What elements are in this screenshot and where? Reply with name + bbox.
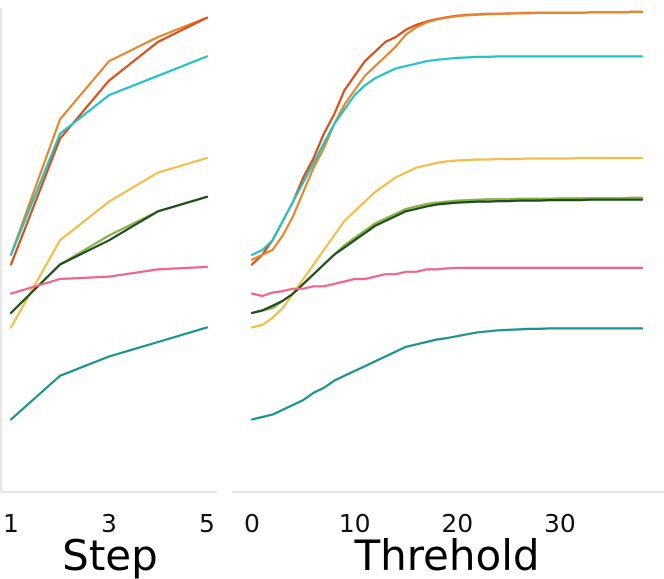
step-xtick-label: 5 (199, 509, 215, 538)
step-series-line-4 (9, 156, 209, 329)
step-series-group (9, 16, 209, 421)
step-panel: 1 3 5 Step (0, 8, 217, 579)
threshold-series-line-3 (250, 55, 644, 256)
threshold-series-line-5 (250, 196, 644, 314)
step-series-line-2 (9, 16, 209, 266)
step-xtick-label: 1 (3, 509, 19, 538)
step-series-line-3 (9, 55, 209, 256)
threshold-series-line-7 (250, 266, 644, 298)
threshold-xtick-label: 0 (244, 509, 260, 538)
step-series-line-7 (9, 265, 209, 295)
step-series-line-1 (9, 16, 209, 256)
threshold-xtick-label: 30 (544, 509, 576, 538)
threshold-xtick-group: 0 10 20 30 (244, 509, 576, 538)
threshold-xlabel: Threhold (353, 531, 539, 579)
threshold-series-line-1 (250, 10, 644, 266)
threshold-series-line-8 (250, 327, 644, 421)
threshold-series-line-4 (250, 156, 644, 329)
step-xlabel: Step (62, 531, 158, 579)
step-xtick-label: 3 (101, 509, 117, 538)
step-series-line-8 (9, 326, 209, 421)
step-series-line-5 (9, 195, 209, 314)
threshold-series-line-2 (250, 10, 644, 261)
threshold-series-group (250, 10, 644, 421)
step-xtick-group: 1 3 5 (3, 509, 215, 538)
threshold-series-line-6 (250, 198, 644, 314)
threshold-xtick-label: 20 (441, 509, 473, 538)
threshold-panel: 0 10 20 30 Threhold (232, 10, 664, 579)
step-series-line-6 (9, 195, 209, 314)
threshold-xtick-label: 10 (339, 509, 371, 538)
